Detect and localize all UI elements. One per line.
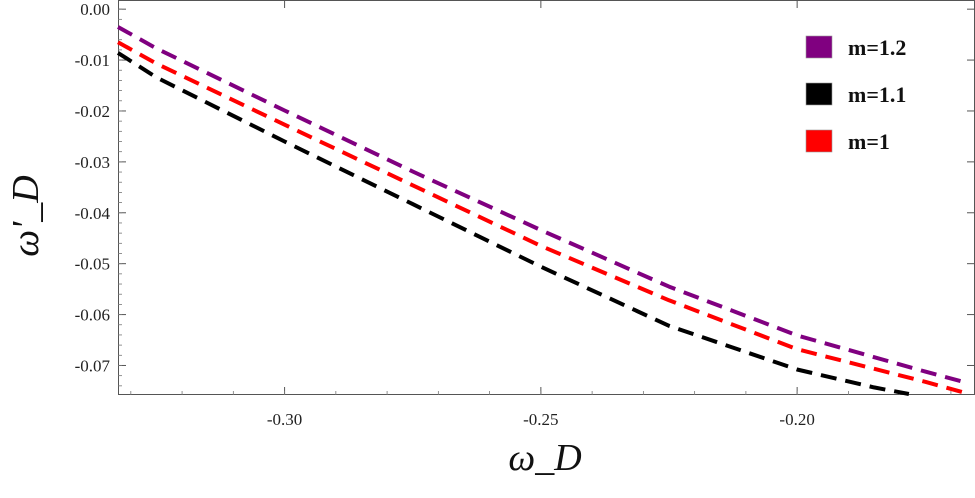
y-axis-title: ω'_D bbox=[5, 175, 47, 256]
series-line-m=1 bbox=[117, 40, 965, 395]
y-tick-label: -0.07 bbox=[75, 356, 111, 375]
legend-swatch bbox=[805, 82, 833, 106]
legend-label: m=1.2 bbox=[848, 35, 906, 60]
legend: m=1.2 m=1.1 m=1 bbox=[805, 35, 906, 154]
y-tick-label: -0.04 bbox=[75, 204, 111, 223]
series-layer bbox=[116, 25, 970, 396]
legend-swatch bbox=[805, 35, 833, 59]
plot-frame bbox=[118, 0, 975, 395]
x-tick-label: -0.30 bbox=[267, 410, 302, 429]
y-tick-label: 0.00 bbox=[80, 0, 110, 19]
y-tick-label: -0.06 bbox=[75, 306, 110, 325]
legend-label: m=1 bbox=[848, 129, 890, 154]
y-tick-label: -0.05 bbox=[75, 255, 110, 274]
series-line-m=1.1 bbox=[116, 51, 910, 396]
x-axis-title: ω_D bbox=[508, 437, 581, 479]
y-tick-label: -0.03 bbox=[75, 153, 110, 172]
plot-border bbox=[118, 0, 975, 395]
series-line-m=1.2 bbox=[117, 25, 970, 386]
y-tick-label: -0.02 bbox=[75, 102, 110, 121]
y-axis-ticks: 0.00 -0.01 -0.02 -0.03 -0.04 -0.05 -0.06 -0.07 bbox=[75, 0, 975, 387]
legend-label: m=1.1 bbox=[848, 82, 906, 107]
legend-swatch bbox=[805, 129, 833, 153]
y-tick-label: -0.01 bbox=[75, 51, 110, 70]
x-axis-ticks: -0.30 -0.25 -0.20 bbox=[130, 0, 952, 429]
x-tick-label: -0.20 bbox=[779, 410, 814, 429]
x-tick-label: -0.25 bbox=[523, 410, 558, 429]
